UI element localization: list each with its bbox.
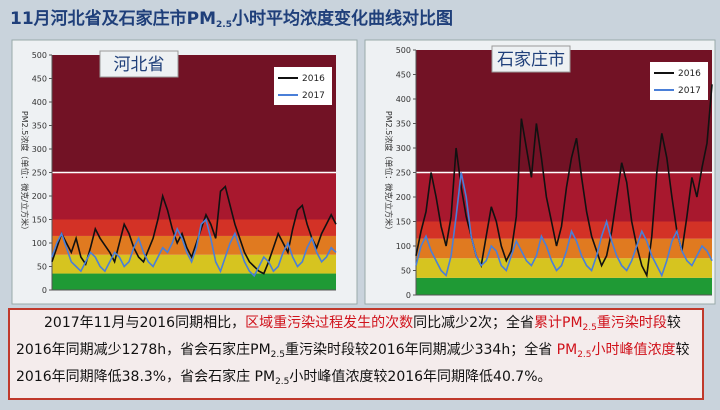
y-tick-label: 450: [396, 71, 411, 80]
y-tick-label: 300: [396, 144, 411, 153]
summary-run: 重污染时段较2016年同期减少334h；全省: [284, 342, 557, 358]
summary-run: 区域重污染过程发生的次数: [245, 315, 414, 331]
summary-run: 累计PM: [534, 315, 583, 331]
y-tick-label: 200: [396, 193, 411, 202]
summary-run: 小时峰值浓度较2016年同期降低40.7%。: [289, 369, 552, 385]
y-tick-label: 0: [42, 286, 47, 295]
summary-run: 较2016年同期降低38.3%，省会石家庄 PM: [16, 342, 690, 385]
y-tick-label: 150: [32, 216, 47, 225]
y-tick-label: 350: [396, 120, 411, 129]
aqi-band: [416, 277, 712, 295]
y-tick-label: 350: [32, 122, 47, 131]
summary-text: 2017年11月与2016同期相比，区域重污染过程发生的次数同比减少2次；全省累…: [8, 308, 704, 400]
data-line: [51, 185, 337, 275]
title-run: 11月河北省及石家庄市PM: [10, 9, 217, 29]
summary-run: 2.5: [577, 350, 592, 360]
aqi-band: [416, 221, 712, 239]
summary-run: 较2016年同期减少1278h，省会石家庄PM: [16, 315, 681, 358]
legend-label: 2017: [302, 91, 325, 101]
summary-run: PM: [556, 342, 578, 358]
title-run: 小时平均浓度变化曲线对比图: [232, 9, 453, 29]
chart-label-box: [491, 45, 571, 73]
summary-run: 同比减少2次；全省: [413, 315, 534, 331]
aqi-band: [52, 273, 336, 290]
aqi-band: [416, 258, 712, 278]
y-tick-label: 500: [32, 51, 47, 60]
summary-run: 2.5: [275, 377, 290, 387]
aqi-band: [52, 172, 336, 220]
chart-label: 河北省: [114, 55, 165, 75]
data-line: [51, 217, 337, 278]
y-tick-label: 150: [396, 218, 411, 227]
y-tick-label: 200: [32, 192, 47, 201]
aqi-band: [52, 235, 336, 255]
y-tick-label: 250: [32, 169, 47, 178]
charts: 050100150200250300350400450500PM2.5浓度（单位…: [11, 39, 716, 305]
data-line: [415, 172, 713, 278]
y-tick-label: 300: [32, 145, 47, 154]
legend-label: 2016: [302, 74, 325, 84]
summary-run: 重污染时段: [596, 315, 667, 331]
y-tick-label: 50: [37, 263, 47, 272]
legend-box: [650, 62, 708, 100]
data-line: [415, 84, 713, 279]
legend-label: 2017: [678, 86, 701, 96]
legend-box: [274, 67, 332, 105]
y-tick-label: 100: [32, 239, 47, 248]
legend-label: 2016: [678, 69, 701, 79]
summary-run: 2.5: [582, 323, 597, 333]
y-tick-label: 250: [396, 169, 411, 178]
chart-label-box: [99, 50, 179, 78]
summary-run: 2017年11月与2016同期相比，: [44, 315, 246, 331]
y-tick-label: 0: [406, 291, 411, 300]
title-run: 2.5: [216, 20, 232, 30]
chart-label: 石家庄市: [497, 50, 565, 70]
page-title: 11月河北省及石家庄市PM2.5小时平均浓度变化曲线对比图: [10, 4, 710, 34]
y-tick-label: 50: [401, 267, 411, 276]
y-axis-label: PM2.5浓度（单位：微克/立方米）: [20, 111, 30, 234]
summary-run: 小时峰值浓度: [591, 342, 676, 358]
summary-run: 2.5: [270, 350, 285, 360]
y-axis-label: PM2.5浓度（单位：微克/立方米）: [384, 111, 394, 234]
y-tick-label: 100: [396, 242, 411, 251]
y-tick-label: 450: [32, 75, 47, 84]
y-tick-label: 400: [32, 98, 47, 107]
y-tick-label: 500: [396, 46, 411, 55]
y-tick-label: 400: [396, 95, 411, 104]
